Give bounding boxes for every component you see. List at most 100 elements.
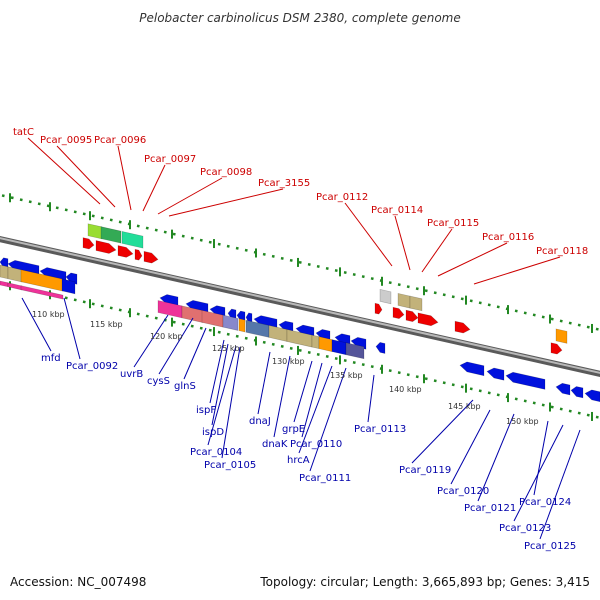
scale-dot: [424, 289, 428, 293]
top-label-connector: [157, 177, 223, 215]
scale-dot: [100, 216, 104, 220]
reverse-gene-arrow: [459, 361, 485, 377]
scale-dot: [145, 314, 149, 318]
label-connectors: [21, 137, 581, 540]
scale-dot: [334, 357, 338, 361]
scale-dot: [559, 319, 563, 323]
forward-gene-arrow: [392, 306, 405, 319]
scale-dot: [262, 252, 266, 256]
label-pcar-0092: Pcar_0092: [66, 361, 118, 372]
scale-dot: [1, 194, 5, 198]
label-pcar-0111: Pcar_0111: [299, 473, 351, 484]
scale-dot: [280, 344, 284, 348]
scale-dot: [289, 258, 293, 262]
scale-label: 130 kbp: [272, 357, 305, 366]
feature-block: [409, 295, 423, 312]
scale-dot: [190, 324, 194, 328]
feature-block: [157, 300, 183, 319]
scale-dot: [64, 296, 68, 300]
reverse-gene-arrow: [555, 382, 571, 396]
reverse-gene-arrow: [505, 371, 546, 390]
forward-gene-arrow: [454, 320, 471, 334]
scale-dot: [199, 238, 203, 242]
label-dnaj: dnaJ: [249, 416, 271, 427]
label-pcar-3155: Pcar_3155: [258, 178, 310, 189]
scale-dot: [415, 375, 419, 379]
forward-gene-arrow: [550, 342, 563, 355]
scale-dot: [307, 262, 311, 266]
scale-dot: [514, 309, 518, 313]
label-pcar-0124: Pcar_0124: [519, 497, 571, 508]
bottom-label-connector: [477, 413, 515, 502]
label-pcar-0104: Pcar_0104: [190, 447, 242, 458]
forward-gene-arrow: [117, 245, 134, 258]
scale-dot: [388, 281, 392, 285]
scale-dot: [244, 336, 248, 340]
label-pcar-0098: Pcar_0098: [200, 167, 252, 178]
scale-dot: [19, 198, 23, 202]
top-label-connector: [142, 164, 166, 212]
feature-block: [397, 293, 411, 309]
scale-dot: [208, 328, 212, 332]
scale-label: 140 kbp: [389, 385, 422, 394]
forward-gene-arrow: [134, 248, 143, 261]
scale-dot: [586, 413, 590, 417]
reverse-gene-arrow: [375, 342, 386, 354]
scale-dot: [145, 226, 149, 230]
scale-dot: [226, 332, 230, 336]
scale-dot: [190, 236, 194, 240]
bottom-label-connector: [133, 314, 169, 368]
top-label-connector: [437, 242, 508, 277]
label-pcar-0119: Pcar_0119: [399, 465, 451, 476]
scale-dot: [136, 224, 140, 228]
feature-block: [121, 231, 144, 249]
scale-dot: [307, 350, 311, 354]
reverse-gene-arrow: [570, 386, 584, 399]
bottom-label-connector: [301, 362, 323, 438]
scale-dot: [469, 387, 473, 391]
label-pcar-0095: Pcar_0095: [40, 135, 92, 146]
scale-dot: [343, 359, 347, 363]
feature-block: [345, 342, 365, 360]
feature-block: [379, 288, 392, 305]
scale-dot: [577, 323, 581, 327]
scale-dot: [325, 266, 329, 270]
label-pcar-0113: Pcar_0113: [354, 424, 406, 435]
label-uvrb: uvrB: [120, 369, 143, 380]
label-ispd: ispD: [202, 427, 224, 438]
scale-dot: [352, 273, 356, 277]
label-pcar-0125: Pcar_0125: [524, 541, 576, 552]
scale-dot: [550, 317, 554, 321]
forward-gene-arrow: [374, 302, 383, 315]
scale-dot: [172, 232, 176, 236]
label-pcar-0110: Pcar_0110: [290, 439, 342, 450]
scale-label: 150 kbp: [506, 417, 539, 426]
scale-dot: [82, 300, 86, 304]
label-tatc: tatC: [13, 127, 34, 138]
top-label-connector: [27, 137, 101, 205]
top-label-connector: [168, 188, 284, 217]
scale-label: 145 kbp: [448, 402, 481, 411]
scale-dot: [487, 391, 491, 395]
bottom-label-connector: [367, 374, 375, 423]
scale-dot: [316, 264, 320, 268]
forward-gene-arrow: [82, 237, 95, 250]
bottom-label-connector: [298, 365, 333, 454]
bottom-label-connector: [293, 360, 313, 423]
scale-dot: [289, 346, 293, 350]
scale-dot: [478, 389, 482, 393]
label-mfd: mfd: [41, 353, 61, 364]
scale-dot: [109, 218, 113, 222]
scale-ticks: [1, 193, 599, 421]
scale-dot: [262, 340, 266, 344]
scale-dot: [523, 311, 527, 315]
scale-dot: [271, 254, 275, 258]
scale-dot: [523, 399, 527, 403]
scale-dot: [478, 301, 482, 305]
scale-dot: [28, 200, 32, 204]
scale-dot: [388, 369, 392, 373]
feature-block: [87, 223, 103, 240]
bottom-label-connector: [273, 355, 291, 438]
scale-label: 135 kbp: [330, 371, 363, 380]
